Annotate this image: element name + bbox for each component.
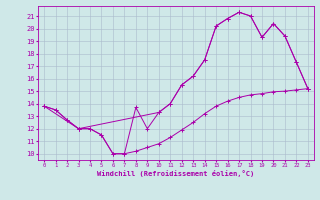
X-axis label: Windchill (Refroidissement éolien,°C): Windchill (Refroidissement éolien,°C) — [97, 170, 255, 177]
